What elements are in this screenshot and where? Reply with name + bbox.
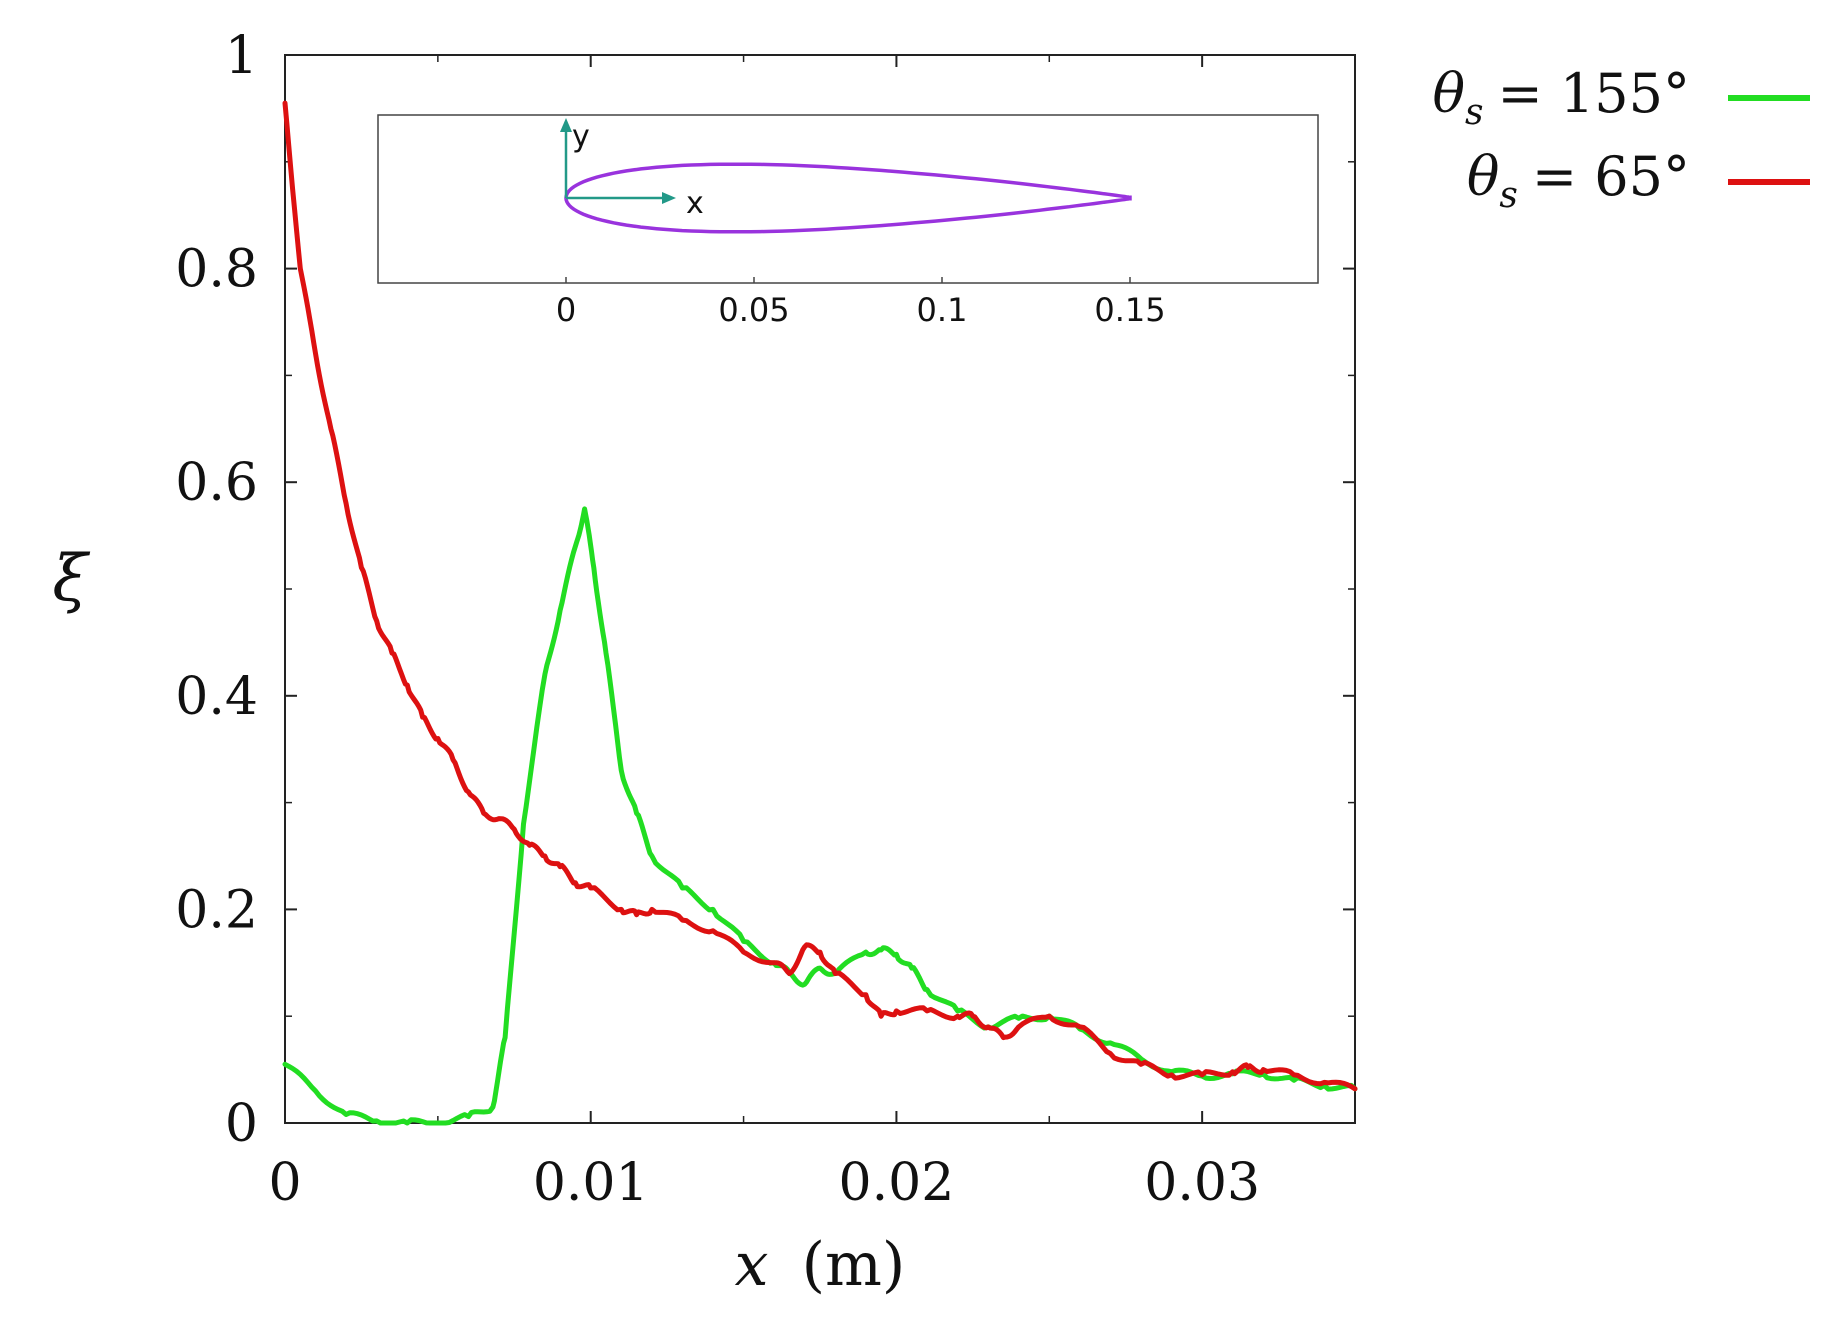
legend-value-65: = 65° bbox=[1532, 145, 1690, 208]
inset-airfoil: 0 0.05 0.1 0.15 x y bbox=[377, 114, 1319, 329]
x-tick-label-3: 0.03 bbox=[1144, 1153, 1260, 1213]
legend-symbol-65: θ bbox=[1467, 145, 1500, 208]
legend-label-65: θs = 65° bbox=[1467, 145, 1690, 216]
legend-entry-65: θs = 65° bbox=[1467, 145, 1810, 216]
inset-axes-arrows bbox=[560, 118, 676, 204]
airfoil-outline bbox=[564, 162, 1132, 234]
y-tick-label-2: 0.4 bbox=[175, 667, 258, 727]
y-tick-label-4: 0.8 bbox=[175, 240, 258, 300]
inset-ticks: 0 0.05 0.1 0.15 bbox=[556, 277, 1166, 329]
inset-x-arrowhead bbox=[662, 192, 676, 204]
y-tick-label-1: 0.2 bbox=[175, 880, 258, 940]
x-tick-label-0: 0 bbox=[268, 1153, 301, 1213]
inset-x-axis-letter: x bbox=[686, 186, 704, 221]
x-tick-label-2: 0.02 bbox=[839, 1153, 955, 1213]
inset-y-arrowhead bbox=[560, 118, 572, 132]
legend-subscript-65: s bbox=[1499, 175, 1517, 216]
inset-x-tick-label-0: 0 bbox=[556, 291, 576, 329]
x-tick-label-1: 0.01 bbox=[533, 1153, 649, 1213]
y-tick-label-3: 0.6 bbox=[175, 453, 258, 513]
series-line-1 bbox=[282, 100, 1358, 1092]
legend-symbol-155: θ bbox=[1433, 62, 1466, 125]
x-axis-label-unit: (m) bbox=[802, 1230, 906, 1300]
inset-x-tick-label-3: 0.15 bbox=[1094, 291, 1165, 329]
x-axis-label-var: x bbox=[735, 1230, 769, 1300]
series-line-0 bbox=[282, 506, 1358, 1126]
y-axis-label: ξ bbox=[52, 542, 90, 616]
inset-x-tick-label-2: 0.1 bbox=[917, 291, 968, 329]
series-group bbox=[282, 100, 1358, 1126]
legend-value-155: = 155° bbox=[1498, 62, 1690, 125]
legend: θs = 155° θs = 65° bbox=[1433, 62, 1810, 216]
inset-frame bbox=[377, 114, 1319, 284]
axis-ticks bbox=[284, 54, 1355, 1124]
inset-y-axis-letter: y bbox=[572, 119, 590, 154]
legend-entry-155: θs = 155° bbox=[1433, 62, 1810, 133]
x-axis-label: x (m) bbox=[735, 1230, 906, 1300]
axis-tick-labels: 0 0.01 0.02 0.03 0 0.2 0.4 0.6 0.8 1 bbox=[175, 26, 1260, 1213]
y-tick-label-5: 1 bbox=[225, 26, 258, 86]
y-tick-label-0: 0 bbox=[225, 1094, 258, 1154]
inset-x-tick-label-1: 0.05 bbox=[718, 291, 789, 329]
legend-label-155: θs = 155° bbox=[1433, 62, 1690, 133]
legend-subscript-155: s bbox=[1465, 92, 1483, 133]
